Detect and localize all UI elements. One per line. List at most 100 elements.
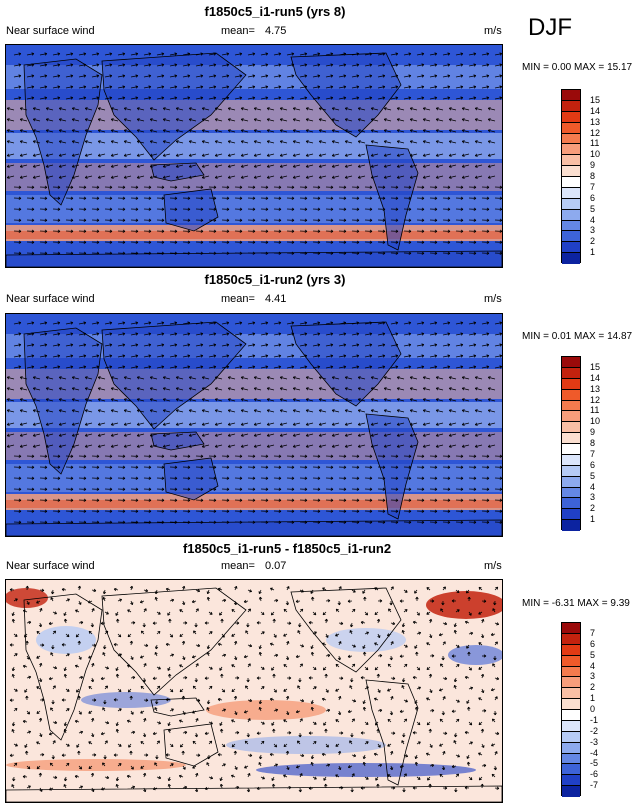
colorbar-segment: [562, 177, 580, 188]
colorbar-segment: [562, 144, 580, 156]
colorbar-segment: [562, 422, 580, 434]
colorbar-tick-label: 6: [590, 192, 596, 203]
colorbar-segment: [562, 367, 580, 379]
panel2-mean-label: mean=: [221, 293, 255, 305]
panel3-min-value: -6.31: [551, 598, 575, 609]
colorbar-tick-label: -5: [590, 758, 599, 769]
panel3-map: [5, 579, 503, 803]
panel2-min-label: MIN =: [522, 331, 549, 342]
colorbar-segment: [562, 231, 580, 243]
colorbar-tick-label: 2: [590, 682, 596, 693]
panel3-colorbar: [561, 622, 581, 797]
panel1-minmax: MIN = 0.00 MAX = 15.17: [522, 62, 632, 73]
colorbar-segment: [562, 357, 580, 368]
colorbar-segment: [562, 166, 580, 177]
colorbar-segment: [562, 220, 580, 232]
panel3-variable: Near surface wind: [6, 560, 95, 572]
panel1-max-value: 15.17: [607, 62, 633, 73]
colorbar-segment: [562, 253, 580, 264]
colorbar-segment: [562, 465, 580, 477]
colorbar-tick-label: 10: [590, 149, 601, 160]
colorbar-tick-label: 5: [590, 470, 596, 481]
colorbar-segment: [562, 710, 580, 721]
panel1-variable: Near surface wind: [6, 25, 95, 37]
colorbar-tick-label: 0: [590, 704, 596, 714]
panel1-min-value: 0.00: [551, 62, 572, 73]
colorbar-tick-label: 7: [590, 627, 596, 638]
colorbar-segment: [562, 476, 580, 488]
colorbar-segment: [562, 433, 580, 444]
colorbar-segment: [562, 389, 580, 401]
panel3-title: f1850c5_i1-run5 - f1850c5_i1-run2: [182, 541, 392, 556]
panel2-colorbar: [561, 356, 581, 531]
colorbar-segment: [562, 498, 580, 510]
colorbar-segment: [562, 775, 580, 787]
colorbar-tick-label: -6: [590, 769, 599, 780]
panel2-units: m/s: [484, 293, 502, 305]
colorbar-segment: [562, 100, 580, 112]
colorbar-tick-label: 14: [590, 372, 601, 383]
panel1-map: [5, 44, 503, 268]
colorbar-tick-label: 10: [590, 416, 601, 427]
panel1-mean-value: 4.75: [265, 25, 287, 37]
colorbar-tick-label: 15: [590, 361, 601, 372]
colorbar-tick-label: -7: [590, 780, 599, 791]
panel1-units: m/s: [484, 25, 502, 37]
colorbar-segment: [562, 487, 580, 499]
colorbar-tick-label: 9: [590, 160, 596, 171]
panel1-mean-label: mean=: [221, 25, 255, 37]
panel3-mean-label: mean=: [221, 560, 255, 572]
colorbar-tick-label: 1: [590, 247, 596, 258]
colorbar-tick-label: 3: [590, 492, 596, 503]
colorbar-segment: [562, 209, 580, 221]
colorbar-segment: [562, 688, 580, 700]
panel2-max-label: MAX =: [573, 331, 605, 342]
panel2-map: [5, 313, 503, 537]
colorbar-tick-label: -1: [590, 714, 599, 725]
colorbar-tick-label: -3: [590, 736, 599, 747]
colorbar-segment: [562, 731, 580, 743]
colorbar-segment: [562, 753, 580, 765]
colorbar-segment: [562, 699, 580, 710]
colorbar-tick-label: 2: [590, 503, 596, 514]
panel2-mean-value: 4.41: [265, 293, 287, 305]
colorbar-tick-label: 7: [590, 181, 596, 192]
colorbar-tick-label: 6: [590, 459, 596, 470]
colorbar-segment: [562, 454, 580, 466]
panel1-colorbar: [561, 89, 581, 264]
colorbar-segment: [562, 133, 580, 145]
colorbar-tick-label: 4: [590, 481, 596, 492]
colorbar-segment: [562, 509, 580, 521]
colorbar-tick-label: 1: [590, 514, 596, 525]
colorbar-segment: [562, 122, 580, 134]
panel3-max-value: 9.39: [610, 598, 630, 609]
colorbar-tick-label: 4: [590, 660, 596, 671]
panel1-max-label: MAX =: [573, 62, 605, 73]
panel2-minmax: MIN = 0.01 MAX = 14.87: [522, 331, 632, 342]
colorbar-segment: [562, 411, 580, 423]
colorbar-tick-label: 3: [590, 671, 596, 682]
colorbar-segment: [562, 242, 580, 254]
colorbar-tick-label: 13: [590, 116, 601, 127]
colorbar-segment: [562, 90, 580, 101]
colorbar-segment: [562, 633, 580, 645]
colorbar-segment: [562, 444, 580, 455]
colorbar-segment: [562, 720, 580, 732]
season-label: DJF: [528, 14, 572, 41]
panel3-units: m/s: [484, 560, 502, 572]
colorbar-segment: [562, 764, 580, 776]
colorbar-tick-label: 8: [590, 438, 596, 448]
colorbar-segment: [562, 378, 580, 390]
colorbar-tick-label: 8: [590, 171, 596, 181]
colorbar-segment: [562, 677, 580, 689]
panel2-max-value: 14.87: [607, 331, 633, 342]
colorbar-tick-label: 6: [590, 638, 596, 649]
colorbar-tick-label: 14: [590, 105, 601, 116]
colorbar-segment: [562, 655, 580, 667]
colorbar-tick-label: 7: [590, 448, 596, 459]
colorbar-segment: [562, 187, 580, 199]
panel3-min-label: MIN =: [522, 598, 549, 609]
colorbar-segment: [562, 644, 580, 656]
colorbar-tick-label: 3: [590, 225, 596, 236]
colorbar-tick-label: 1: [590, 693, 596, 704]
